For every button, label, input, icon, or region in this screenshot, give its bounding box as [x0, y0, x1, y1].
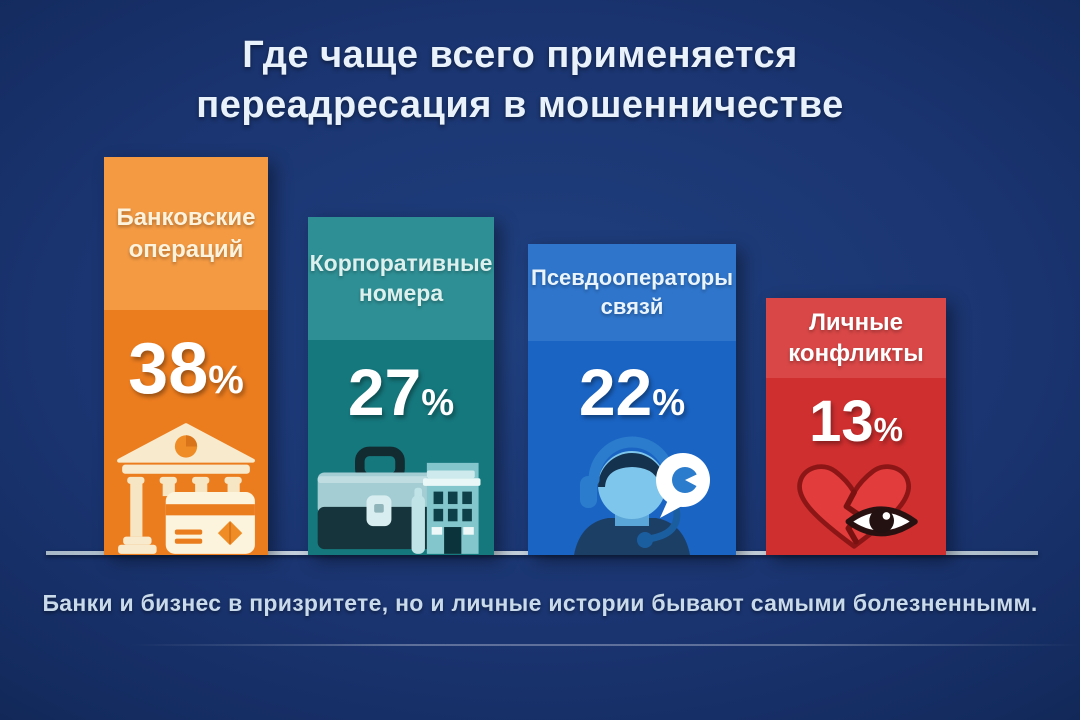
- bank-card-icon: [110, 423, 262, 555]
- bar-label: Псевдооператоры связй: [528, 244, 736, 341]
- bar-corporate-numbers: Корпоративные номера 27%: [308, 217, 494, 555]
- title-line-1: Где чаще всего применяется: [242, 34, 798, 76]
- bar-value: 27%: [348, 354, 454, 430]
- bar-value-number: 22: [578, 355, 653, 429]
- title-line-2: переадресация в мошенничестве: [196, 84, 844, 127]
- bar-value-number: 38: [128, 329, 209, 409]
- bar-personal-conflicts: Личные конфликты 13%: [766, 298, 946, 555]
- bar-banking-operations: Банковские операций 38%: [104, 157, 268, 555]
- divider-line: [130, 644, 1080, 646]
- percent-sign: %: [421, 382, 455, 423]
- briefcase-building-icon: [310, 433, 492, 555]
- percent-sign: %: [208, 358, 244, 402]
- bar-pseudo-operators: Псевдооператоры связй 22%: [528, 244, 736, 555]
- page-title: Где чаще всего применяется переадресация…: [0, 30, 1040, 130]
- caption-text: Банки и бизнес в призритете, но и личные…: [42, 590, 1038, 616]
- percent-sign: %: [873, 411, 903, 448]
- bar-value: 13%: [809, 388, 903, 455]
- percent-sign: %: [652, 382, 686, 423]
- bar-value-number: 27: [347, 355, 422, 429]
- bar-label: Личные конфликты: [766, 298, 946, 378]
- bar-value: 38%: [128, 328, 244, 410]
- broken-heart-eye-icon: [780, 455, 932, 555]
- bar-value: 22%: [579, 354, 685, 430]
- bar-value-number: 13: [809, 389, 874, 454]
- operator-headset-icon: [552, 430, 712, 555]
- bar-label: Корпоративные номера: [308, 217, 494, 340]
- bar-label: Банковские операций: [104, 157, 268, 310]
